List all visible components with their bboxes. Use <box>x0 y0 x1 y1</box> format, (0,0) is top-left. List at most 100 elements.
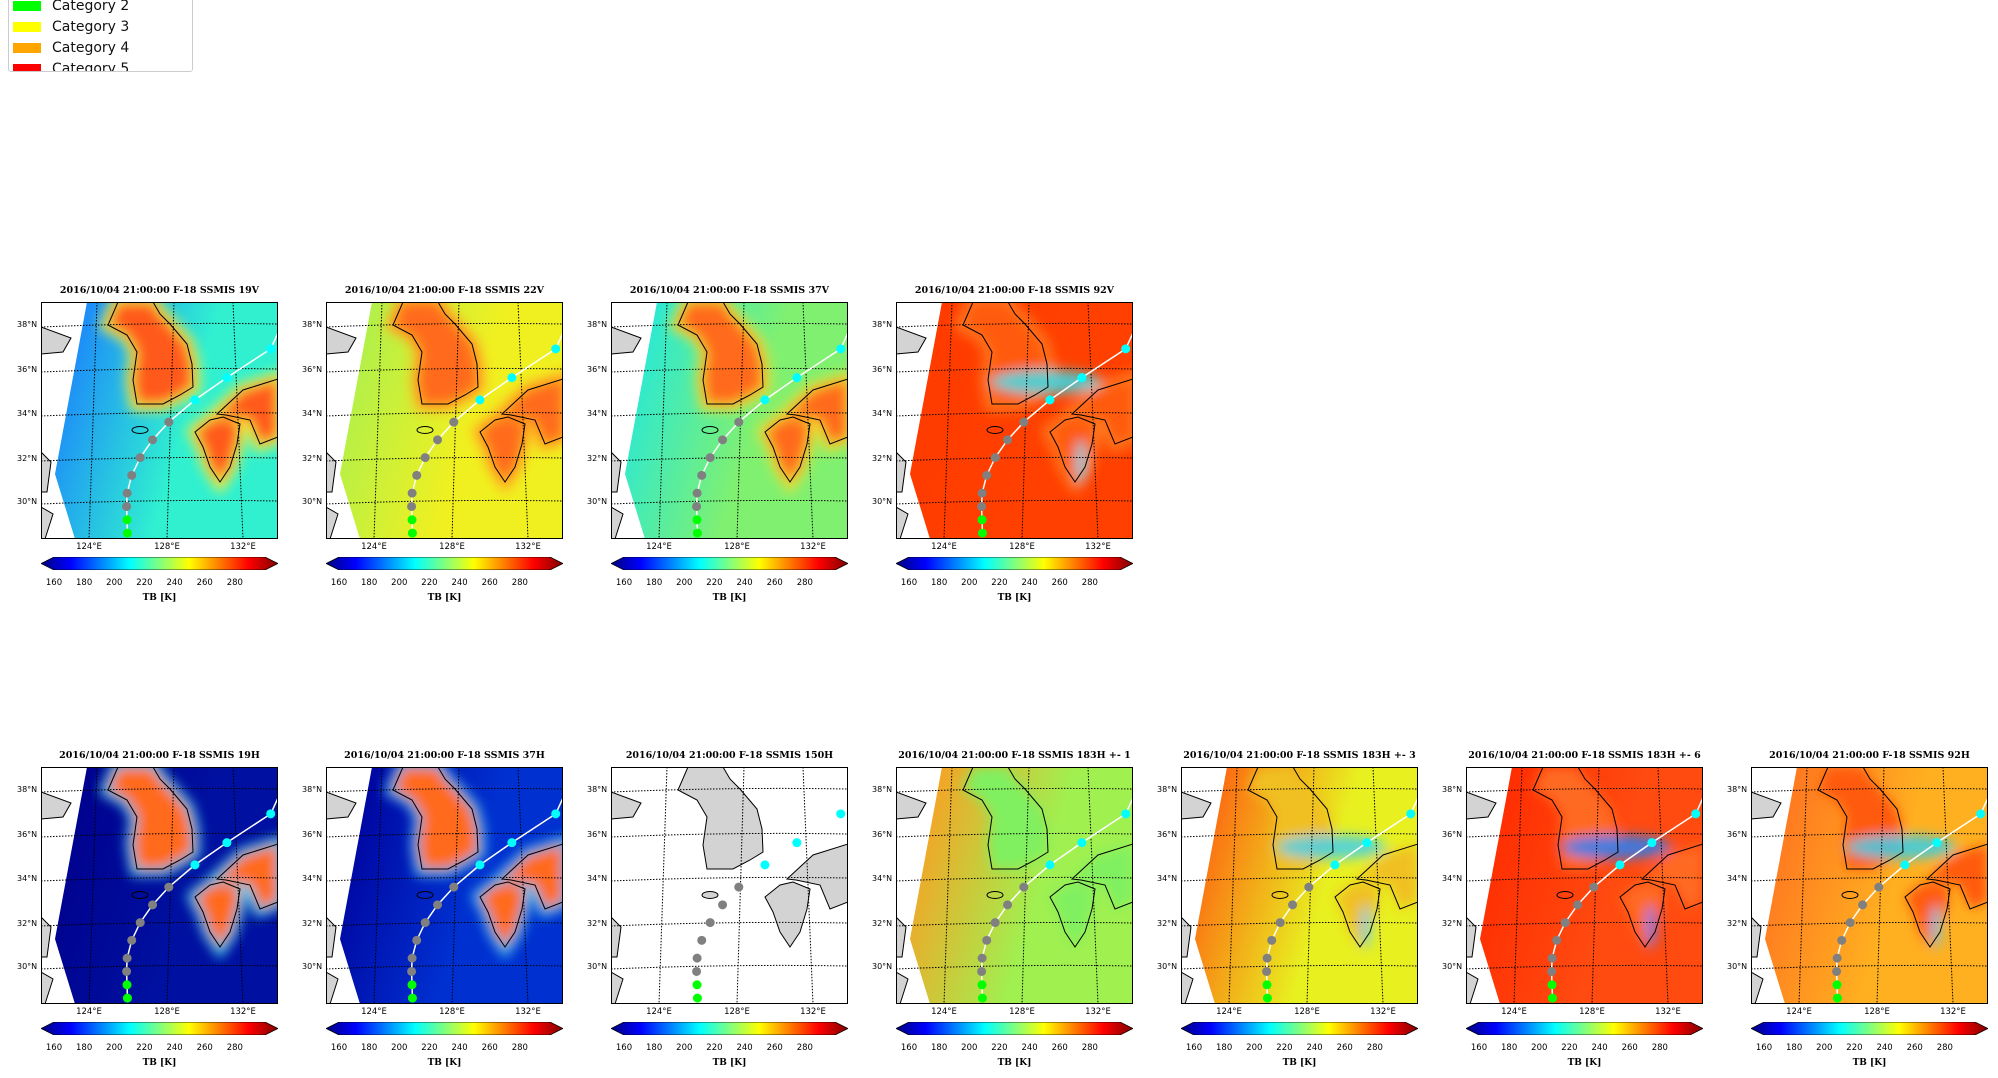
land-tb <box>217 844 278 909</box>
track-point <box>122 528 132 538</box>
latitude-gridline <box>611 787 848 793</box>
tb-field <box>1818 767 1988 949</box>
colorbar-tick-label: 260 <box>481 1043 498 1053</box>
track-point <box>412 935 422 945</box>
colorbar-tick-label: 260 <box>1621 1043 1638 1053</box>
colorbar-tick-label: 180 <box>646 1043 663 1053</box>
colorbar-tick-label: 280 <box>1366 1043 1383 1053</box>
colorbar-label: TB [K] <box>1852 1058 1887 1068</box>
category-legend: Category 2 Category 3 Category 4 Category 5 <box>8 0 193 72</box>
colorbar-tick-label: 260 <box>766 578 783 588</box>
track-point <box>1874 882 1884 892</box>
colorbar-tick-label: 180 <box>646 578 663 588</box>
latitude-gridline <box>326 411 563 417</box>
lon-tick-label: 124°E <box>1786 1007 1812 1017</box>
coastline <box>962 767 1049 870</box>
latitude-gridline <box>41 832 278 838</box>
track-point <box>148 900 158 910</box>
coastline-china <box>896 326 927 355</box>
track-point <box>122 488 132 498</box>
colorbar-tick-label: 180 <box>1786 1043 1803 1053</box>
latitude-gridline <box>896 832 1133 838</box>
colorbar-gradient <box>41 1022 278 1035</box>
colorbar-tick-label: 220 <box>991 1043 1008 1053</box>
colorbar-gradient <box>326 557 563 570</box>
track-point <box>475 395 485 405</box>
lat-tick-label: 32°N <box>872 454 893 463</box>
colorbar-tick-label: 180 <box>76 1043 93 1053</box>
land-tb <box>787 379 848 444</box>
track-point <box>1832 993 1842 1003</box>
track-point <box>692 528 702 538</box>
lat-tick-label: 30°N <box>302 962 323 971</box>
lon-tick-label: 124°E <box>1501 1007 1527 1017</box>
coastline-china <box>326 451 337 493</box>
longitude-gridline <box>1798 767 1808 1004</box>
land-tb <box>963 767 1048 869</box>
colorbar-label: TB [K] <box>997 1058 1032 1068</box>
legend-item: Category 4 <box>13 38 129 58</box>
track-point <box>1262 980 1272 990</box>
track-point <box>1832 953 1842 963</box>
colorbar-tick-label: 220 <box>706 578 723 588</box>
channel-panel: 2016/10/04 21:00:00 F-18 SSMIS 183H +- 6… <box>1442 750 1703 1068</box>
colorbar-tick-label: 220 <box>136 1043 153 1053</box>
coastline <box>677 767 764 870</box>
colorbar-tick-label: 160 <box>1755 1043 1773 1053</box>
lon-tick-label: 132°E <box>800 542 826 552</box>
track-point <box>1003 435 1013 445</box>
latitude-gridline <box>1181 832 1418 838</box>
legend-label: Category 5 <box>52 61 130 72</box>
lat-tick-label: 34°N <box>302 874 323 883</box>
tb-field <box>1533 767 1703 949</box>
colorbar-tick-label: 240 <box>451 1043 468 1053</box>
track-point <box>1304 882 1314 892</box>
colorbar-tick-label: 240 <box>451 578 468 588</box>
lat-tick-label: 30°N <box>587 962 608 971</box>
track-point <box>982 935 992 945</box>
panel-title: 2016/10/04 21:00:00 F-18 SSMIS 183H +- 6 <box>1468 750 1701 761</box>
longitude-gridline <box>1021 767 1030 1004</box>
colorbar-tick-label: 240 <box>166 578 183 588</box>
panel-title: 2016/10/04 21:00:00 F-18 SSMIS 183H +- 3 <box>1183 750 1416 761</box>
longitude-gridline <box>373 302 383 539</box>
colorbar-label: TB [K] <box>997 593 1032 603</box>
jeju-island <box>1556 891 1574 899</box>
coastline-china <box>1466 971 1479 1004</box>
latitude-gridline <box>896 367 1133 373</box>
track-point <box>122 980 132 990</box>
lat-tick-label: 32°N <box>872 919 893 928</box>
longitude-gridline <box>1942 767 1954 1004</box>
track-point <box>266 344 276 354</box>
track-point <box>1647 838 1657 848</box>
latitude-gridline <box>896 411 1133 417</box>
latitude-gridline <box>1466 964 1703 970</box>
colorbar-tick-label: 220 <box>991 578 1008 588</box>
latitude-gridline <box>1751 787 1988 793</box>
track-point <box>1832 980 1842 990</box>
cold-patch <box>1362 905 1370 949</box>
track-point <box>449 882 459 892</box>
track-point <box>266 809 276 819</box>
coastline-china <box>611 326 642 355</box>
coastline-china <box>41 916 52 958</box>
latitude-gridline <box>611 964 848 970</box>
jeju-island <box>131 891 149 899</box>
lat-tick-label: 30°N <box>1727 962 1748 971</box>
colorbar-tick-label: 160 <box>1185 1043 1203 1053</box>
coastline <box>1070 843 1133 910</box>
channel-panel: 2016/10/04 21:00:00 F-18 SSMIS 150H 38°N 3… <box>587 750 848 1068</box>
colorbar-tick-label: 260 <box>196 1043 213 1053</box>
colorbar-gradient <box>326 1022 563 1035</box>
track-point <box>990 453 1000 463</box>
lat-tick-label: 32°N <box>1727 919 1748 928</box>
colorbar-gradient <box>896 557 1133 570</box>
track-point <box>164 882 174 892</box>
track-point <box>792 373 802 383</box>
track-point <box>692 993 702 1003</box>
lat-tick-label: 34°N <box>587 874 608 883</box>
land-tb <box>502 844 563 909</box>
longitude-gridline <box>658 767 668 1004</box>
lon-tick-label: 124°E <box>646 542 672 552</box>
land-tb <box>393 302 478 404</box>
